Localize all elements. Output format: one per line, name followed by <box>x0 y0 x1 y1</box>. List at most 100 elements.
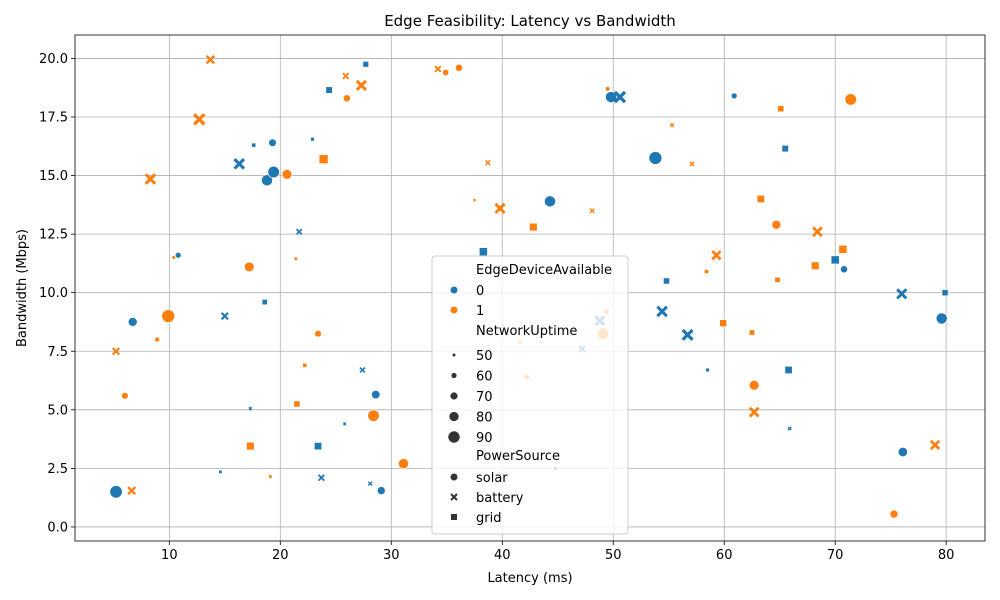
legend-style-label-grid: grid <box>476 511 501 526</box>
y-tick-label: 12.5 <box>39 228 68 243</box>
data-point-battery <box>355 79 367 91</box>
data-point-grid <box>838 245 848 254</box>
plot-frame <box>74 34 986 542</box>
data-point-battery <box>359 366 366 374</box>
data-point-grid <box>325 86 333 94</box>
data-point-grid <box>261 299 268 305</box>
data-point-battery <box>220 312 229 321</box>
legend-style-label-battery: battery <box>476 491 524 506</box>
data-point-battery <box>127 486 137 496</box>
x-tick-label: 60 <box>716 548 733 563</box>
data-point-solar <box>748 380 760 391</box>
data-point-solar <box>935 312 948 325</box>
data-point-solar <box>161 309 175 323</box>
data-point-solar <box>544 195 556 208</box>
data-point-grid <box>472 198 477 202</box>
data-point-solar <box>281 169 293 180</box>
data-point-grid <box>756 195 765 203</box>
data-point-battery <box>613 90 627 104</box>
y-tick-label: 17.5 <box>39 110 68 125</box>
x-tick-label: 20 <box>272 548 289 563</box>
data-point-solar <box>268 138 277 147</box>
y-tick-label: 7.5 <box>47 345 68 360</box>
y-axis-ticks: 0.0 2.5 5.0 7.5 10.0 12.5 15.0 17.5 20.0 <box>39 52 75 535</box>
legend-hue-label-0: 0 <box>476 284 484 299</box>
data-point-solar <box>605 86 611 92</box>
y-tick-label: 20.0 <box>39 52 68 67</box>
data-point-grid <box>314 442 322 450</box>
data-point-grid <box>251 142 256 148</box>
data-point-grid <box>811 261 820 270</box>
data-point-battery <box>681 328 694 341</box>
data-point-solar <box>261 174 273 187</box>
data-point-solar <box>771 219 782 230</box>
data-point-battery <box>494 202 506 214</box>
data-point-battery <box>748 406 760 418</box>
data-point-grid <box>774 276 781 283</box>
legend: EdgeDeviceAvailable 0 1 NetworkUptime 50… <box>431 255 629 535</box>
chart-title: Edge Feasibility: Latency vs Bandwidth <box>384 12 676 30</box>
data-point-battery <box>485 159 491 166</box>
y-axis-label: Bandwidth (Mbps) <box>15 229 30 347</box>
y-tick-label: 10.0 <box>39 286 68 301</box>
legend-size-label: 80 <box>476 411 493 426</box>
data-point-grid <box>293 400 301 408</box>
data-point-battery <box>248 406 253 411</box>
legend-size-entries: 50 60 70 80 90 <box>448 349 493 446</box>
data-point-solar <box>371 390 381 400</box>
legend-size-marker <box>451 372 457 379</box>
legend-box <box>431 255 629 535</box>
y-tick-label: 0.0 <box>47 520 68 535</box>
data-point-battery <box>193 113 206 126</box>
data-point-battery <box>434 65 442 73</box>
data-point-battery <box>205 54 216 65</box>
data-point-solar <box>705 367 710 373</box>
data-point-grid <box>719 319 727 327</box>
legend-size-label: 50 <box>476 349 493 364</box>
legend-style-marker-grid <box>451 514 457 520</box>
x-tick-label: 10 <box>161 548 178 563</box>
data-point-grid <box>293 256 298 261</box>
y-tick-label: 15.0 <box>39 169 68 184</box>
x-axis-ticks: 10 20 30 40 50 60 70 80 <box>161 541 954 563</box>
data-point-solar <box>844 93 857 106</box>
legend-style-marker-battery <box>450 493 458 501</box>
data-point-grid <box>246 442 255 451</box>
data-point-solar <box>127 317 138 327</box>
data-point-solar <box>109 485 123 499</box>
data-point-solar <box>154 336 160 343</box>
data-point-solar <box>605 91 617 103</box>
data-point-grid <box>777 105 785 113</box>
data-point-battery <box>812 226 823 238</box>
legend-style-title: PowerSource <box>476 449 560 464</box>
y-tick-label: 5.0 <box>47 403 68 418</box>
data-point-battery <box>589 208 595 214</box>
legend-size-label: 90 <box>476 431 493 446</box>
data-point-grid <box>479 247 488 256</box>
y-tick-label: 2.5 <box>47 462 68 477</box>
data-point-battery <box>896 288 908 300</box>
x-tick-label: 80 <box>938 548 955 563</box>
data-point-grid <box>830 255 840 265</box>
legend-size-marker <box>448 431 460 443</box>
x-axis-label: Latency (ms) <box>487 571 572 586</box>
data-point-battery <box>929 439 941 451</box>
legend-hue-marker-1 <box>450 306 458 314</box>
x-tick-label: 70 <box>827 548 844 563</box>
data-point-battery <box>367 481 373 487</box>
data-point-battery <box>233 158 246 170</box>
data-point-grid <box>218 470 223 474</box>
data-point-solar <box>343 94 351 103</box>
data-point-battery <box>689 161 695 167</box>
data-point-solar <box>840 265 848 274</box>
legend-size-label: 60 <box>476 370 493 385</box>
data-point-battery <box>669 122 675 128</box>
data-point-grid <box>784 366 793 374</box>
data-point-solar <box>897 447 908 457</box>
data-point-battery <box>144 173 157 185</box>
x-tick-label: 30 <box>383 548 400 563</box>
data-point-grid <box>342 421 347 426</box>
legend-hue-label-1: 1 <box>476 304 484 319</box>
legend-size-marker <box>449 411 459 422</box>
